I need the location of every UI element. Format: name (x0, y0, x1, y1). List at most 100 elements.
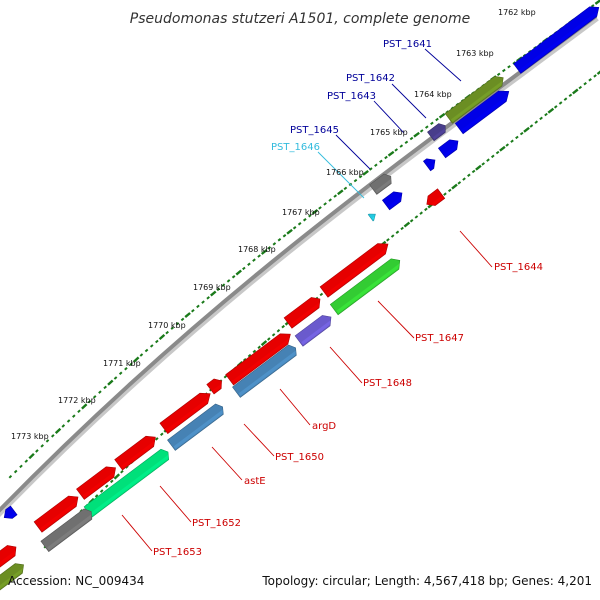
gene-label-g1653[interactable]: PST_1653 (153, 547, 202, 558)
gene-arrow-pst1647-a[interactable] (319, 243, 389, 298)
gene-arrow-pst1652-a[interactable] (76, 466, 116, 500)
gene-arrow-pst1647-b[interactable] (283, 297, 321, 329)
gene-label-g1645[interactable]: PST_1645 (290, 125, 339, 136)
minor-tick (247, 353, 252, 358)
gene-arrow-pst1648[interactable] (294, 315, 332, 347)
gene-arrow-small-blue[interactable] (422, 158, 436, 172)
gene-label-g1648[interactable]: PST_1648 (363, 378, 412, 389)
gene-arrow-pst1653[interactable] (40, 508, 93, 553)
minor-tick (165, 330, 169, 335)
minor-tick (353, 178, 358, 183)
minor-tick (486, 158, 490, 162)
gene-label-g1650[interactable]: PST_1650 (275, 452, 324, 463)
minor-tick (539, 116, 543, 121)
gene-arrow-pst1650-steel[interactable] (167, 403, 224, 451)
minor-tick (583, 82, 587, 86)
major-tick (28, 452, 35, 460)
minor-tick (282, 234, 287, 238)
minor-tick (323, 202, 327, 206)
gene-arrow-pst1650[interactable] (159, 392, 211, 435)
gene-label-g1652[interactable]: PST_1652 (192, 518, 241, 529)
major-tick (184, 312, 191, 319)
gene-arrow-pst1646[interactable] (367, 213, 376, 222)
minor-tick (390, 234, 395, 238)
gene-label-g1643[interactable]: PST_1643 (327, 91, 376, 102)
major-tick (113, 473, 121, 480)
minor-tick (568, 93, 573, 97)
gene-arrow-edge-red[interactable] (0, 545, 17, 570)
minor-tick (61, 424, 66, 428)
gene-label-gargD[interactable]: argD (312, 421, 336, 432)
minor-tick (481, 162, 485, 166)
minor-tick (77, 409, 81, 414)
gene-arrow-pst1641[interactable] (513, 6, 600, 74)
minor-tick (510, 139, 514, 143)
leader-line (317, 151, 365, 199)
kbp-label: 1772 kbp (58, 396, 96, 405)
minor-tick (175, 322, 180, 326)
gene-arrow-pst1644[interactable] (426, 188, 446, 206)
minor-tick (129, 362, 133, 366)
gene-arrow-pst1652-b[interactable] (33, 495, 79, 533)
leader-line (377, 300, 415, 339)
gene-label-g1641[interactable]: PST_1641 (383, 39, 432, 50)
minor-tick (242, 358, 247, 362)
minor-tick (443, 192, 447, 196)
minor-tick (404, 140, 409, 144)
kbp-labels: 1762 kbp 1763 kbp 1764 kbp 1765 kbp 1766 kbp… (11, 8, 536, 441)
gene-label-g1647[interactable]: PST_1647 (415, 333, 464, 344)
major-tick (387, 150, 395, 157)
gene-arrow-pst1641-inner[interactable] (454, 90, 510, 135)
minor-tick (297, 222, 302, 226)
minor-tick (462, 177, 466, 181)
gene-label-g1646[interactable]: PST_1646 (271, 142, 320, 153)
gene-arrow-aste[interactable] (114, 435, 156, 471)
minor-tick (276, 329, 281, 333)
minor-tick (24, 459, 29, 463)
label-leader-lines (121, 48, 493, 552)
minor-tick (242, 266, 246, 271)
gene-arrow-pst1647-green[interactable] (329, 258, 401, 316)
gene-arrow-pst1652-spring[interactable] (83, 448, 170, 518)
gene-arrow-pst1645[interactable] (369, 173, 392, 195)
kbp-label: 1766 kbp (326, 168, 364, 177)
minor-tick (206, 296, 210, 300)
gene-arrow-edge-blue[interactable] (3, 505, 18, 519)
minor-tick (124, 366, 128, 371)
minor-tick (8, 474, 13, 479)
minor-tick (507, 65, 511, 69)
gene-features[interactable] (0, 6, 600, 591)
minor-tick (430, 121, 434, 125)
gene-labels: PST_1641 PST_1642 PST_1643 PST_1645 PST_1646… (153, 39, 543, 558)
minor-tick (40, 444, 44, 448)
gene-label-g1642[interactable]: PST_1642 (346, 73, 395, 84)
minor-tick (395, 230, 400, 234)
minor-tick (343, 186, 348, 191)
minor-tick (447, 188, 452, 193)
kbp-label: 1771 kbp (103, 359, 141, 368)
minor-tick (328, 198, 332, 202)
minor-tick (308, 214, 312, 218)
minor-tick (409, 219, 414, 223)
gene-arrow-argd-steel[interactable] (232, 344, 297, 398)
gene-label-gastE[interactable]: astE (244, 476, 266, 487)
minor-tick (118, 371, 123, 376)
major-tick (594, 0, 600, 5)
gene-arrow-pst1642[interactable] (444, 76, 504, 124)
gene-arrow-pst1643-inner[interactable] (437, 139, 459, 159)
minor-tick (333, 194, 337, 198)
minor-tick (113, 376, 118, 380)
minor-tick (257, 345, 261, 349)
minor-tick (170, 326, 175, 330)
minor-tick (400, 226, 404, 231)
gene-arrow-pst1643[interactable] (427, 123, 446, 142)
gene-arrow-small-a[interactable] (206, 378, 222, 395)
gene-arrow-pst1646-body[interactable] (381, 191, 403, 211)
gene-arrow-edge-olive[interactable] (0, 563, 24, 591)
kbp-label: 1765 kbp (370, 128, 408, 137)
minor-tick (590, 4, 595, 8)
gene-label-g1644[interactable]: PST_1644 (494, 262, 543, 273)
minor-tick (51, 434, 55, 438)
minor-tick (120, 469, 124, 474)
gene-arrow-argd[interactable] (225, 333, 291, 386)
